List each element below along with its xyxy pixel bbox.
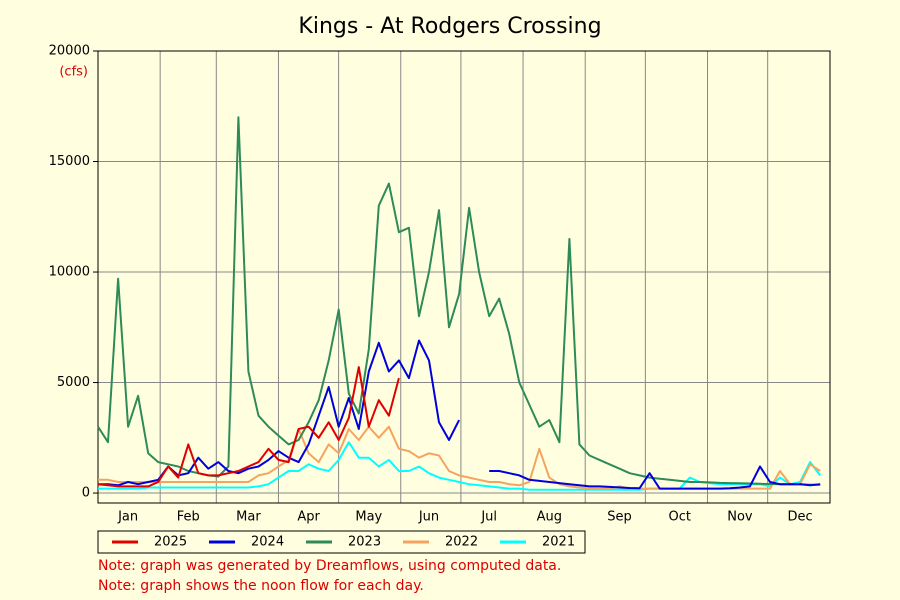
y-tick-label: 10000 (49, 265, 90, 280)
y-tick-label: 0 (82, 486, 90, 501)
x-tick-label: Mar (236, 510, 261, 525)
legend-label: 2021 (542, 535, 575, 550)
series-line (97, 116, 821, 486)
x-tick-label: Jan (117, 510, 138, 525)
x-tick-label: Apr (297, 510, 320, 525)
x-tick-label: Feb (177, 510, 200, 525)
legend-box (97, 530, 586, 554)
plot-area (98, 51, 830, 503)
y-tick-label: 5000 (57, 375, 90, 390)
series-line (97, 366, 400, 488)
note: Note: graph shows the noon flow for each… (98, 578, 424, 594)
x-tick-label: Jun (418, 510, 439, 525)
chart-title: Kings - At Rodgers Crossing (298, 14, 601, 39)
series-line (98, 339, 821, 490)
plot-frame (97, 50, 831, 504)
y-tick-label: 20000 (49, 44, 90, 59)
legend-label: 2025 (154, 535, 187, 550)
note: Note: graph was generated by Dreamflows,… (98, 558, 561, 574)
y-unit-label: (cfs) (59, 65, 88, 80)
x-tick-label: Sep (607, 510, 632, 525)
legend-label: 2024 (251, 535, 284, 550)
x-tick-label: Nov (727, 510, 753, 525)
legend-label: 2023 (348, 535, 381, 550)
x-tick-label: Jul (480, 510, 497, 525)
y-tick-label: 15000 (49, 154, 90, 169)
legend-label: 2022 (445, 535, 478, 550)
x-tick-label: May (355, 510, 382, 525)
x-tick-label: Dec (788, 510, 813, 525)
x-tick-label: Oct (668, 510, 690, 525)
x-tick-label: Aug (537, 510, 562, 525)
